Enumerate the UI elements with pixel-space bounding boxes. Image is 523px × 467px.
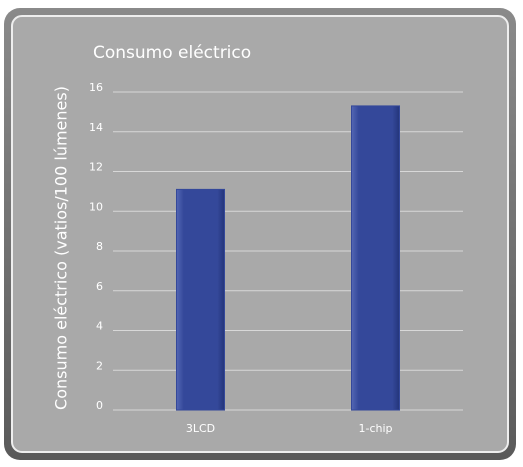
x-tick-label: 1-chip — [358, 422, 392, 435]
y-tick-label: 8 — [96, 240, 103, 253]
y-axis-label: Consumo eléctrico (vatios/100 lúmenes) — [52, 86, 71, 410]
chart-title: Consumo eléctrico — [93, 43, 251, 63]
y-tick-label: 12 — [89, 161, 103, 174]
panel — [11, 15, 509, 453]
y-tick-label: 6 — [96, 280, 103, 293]
y-tick-label: 2 — [96, 359, 103, 372]
y-tick-label: 16 — [89, 81, 103, 94]
y-tick-label: 0 — [96, 399, 103, 412]
bar — [176, 188, 225, 411]
y-tick-label: 4 — [96, 320, 103, 333]
y-tick-label: 14 — [89, 121, 103, 134]
x-tick-label: 3LCD — [186, 422, 215, 435]
y-tick-label: 10 — [89, 200, 103, 213]
bar — [351, 105, 400, 411]
